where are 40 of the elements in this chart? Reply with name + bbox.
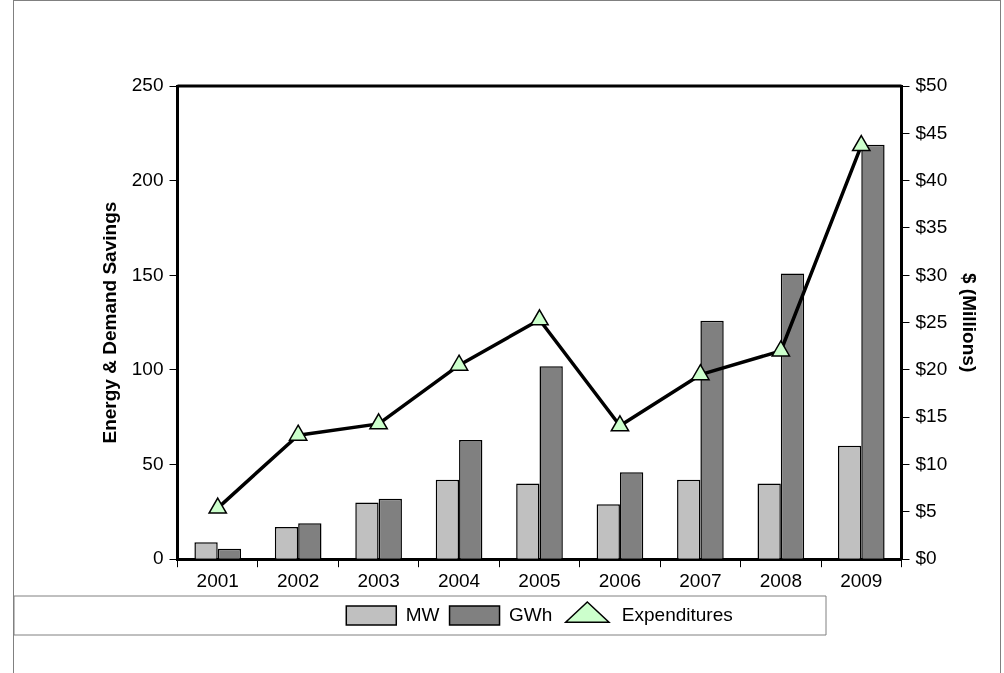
y-tick-label: 150 <box>131 263 164 285</box>
x-tick-label: 2001 <box>196 569 239 591</box>
y2-tick-label: $35 <box>915 216 948 238</box>
y2-tick-label: $10 <box>915 452 948 474</box>
x-tick-label: 2006 <box>598 569 642 591</box>
x-tick-label: 2007 <box>679 569 722 591</box>
y-tick-label: 50 <box>142 452 164 474</box>
y-axis-title: Energy & Demand Savings <box>98 201 120 444</box>
point <box>288 424 308 441</box>
y2-tick-label: $0 <box>915 547 937 569</box>
point <box>610 415 630 432</box>
y-tick-label: 200 <box>131 168 164 190</box>
y2-axis-title: $ (Millions) <box>959 272 981 373</box>
point <box>449 354 469 371</box>
y2-tick-label: $25 <box>915 310 948 332</box>
point <box>369 413 389 430</box>
y2-tick-label: $50 <box>915 74 948 96</box>
y-tick-label: 100 <box>131 358 164 380</box>
legend-label: MW <box>405 603 440 625</box>
x-tick-label: 2003 <box>357 569 400 591</box>
y-tick-label: 0 <box>152 547 164 569</box>
x-tick-label: 2009 <box>840 569 883 591</box>
x-tick-label: 2008 <box>759 569 802 591</box>
legend-label: Expenditures <box>621 603 733 625</box>
y2-tick-label: $40 <box>915 168 948 190</box>
point <box>208 497 228 514</box>
point <box>771 340 791 357</box>
y2-tick-label: $5 <box>915 500 937 522</box>
x-tick-label: 2005 <box>518 569 561 591</box>
y-tick-label: 250 <box>131 74 164 96</box>
x-tick-label: 2004 <box>437 569 481 591</box>
point <box>690 363 710 381</box>
x-tick-label: 2002 <box>277 569 320 591</box>
y2-tick-label: $30 <box>915 263 948 285</box>
point <box>530 309 549 326</box>
legend-label: GWh <box>509 603 553 625</box>
y2-tick-label: $45 <box>915 121 948 143</box>
point <box>851 134 871 152</box>
y2-tick-label: $20 <box>915 358 948 380</box>
y2-tick-label: $15 <box>915 405 948 427</box>
